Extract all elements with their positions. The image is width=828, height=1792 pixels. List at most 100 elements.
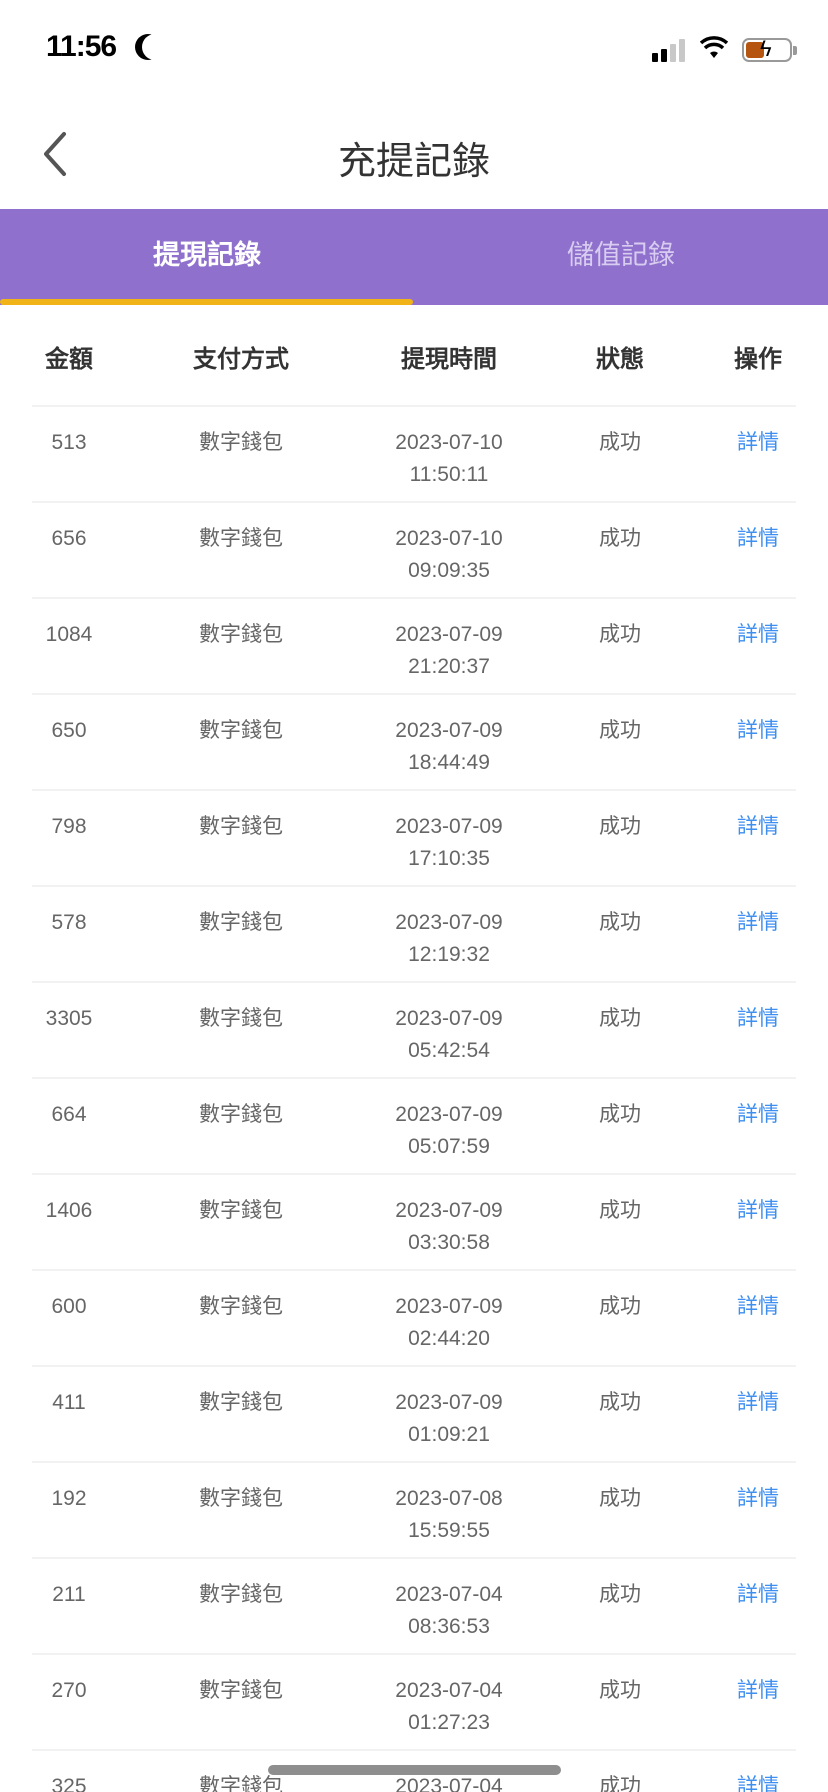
row-divider xyxy=(32,1269,796,1271)
withdrawal-time: 2023-07-04 08:36:53 xyxy=(359,1579,539,1643)
status: 成功 xyxy=(599,623,641,646)
withdrawal-time: 2023-07-09 12:19:32 xyxy=(359,907,539,971)
tab-deposit-records[interactable]: 儲值記錄 xyxy=(567,240,675,270)
time: 02:44:20 xyxy=(408,1327,490,1350)
details-link[interactable]: 詳情 xyxy=(737,1007,779,1030)
withdrawal-time: 2023-07-09 05:07:59 xyxy=(359,1099,539,1163)
amount: 513 xyxy=(51,431,87,454)
table-row: 211 數字錢包 2023-07-04 08:36:53 成功 詳情 xyxy=(0,1557,828,1653)
date: 2023-07-09 xyxy=(395,815,503,838)
table-row: 325 數字錢包 2023-07-04 成功 詳情 xyxy=(0,1749,828,1792)
amount: 650 xyxy=(51,719,87,742)
details-link[interactable]: 詳情 xyxy=(737,1103,779,1126)
details-link[interactable]: 詳情 xyxy=(737,1775,779,1792)
status: 成功 xyxy=(599,1487,641,1510)
time: 17:10:35 xyxy=(408,847,490,870)
details-link[interactable]: 詳情 xyxy=(737,527,779,550)
payment-method: 數字錢包 xyxy=(199,623,283,646)
details-link[interactable]: 詳情 xyxy=(737,1199,779,1222)
table-row: 270 數字錢包 2023-07-04 01:27:23 成功 詳情 xyxy=(0,1653,828,1749)
time: 01:09:21 xyxy=(408,1423,490,1446)
row-divider xyxy=(32,1077,796,1079)
chevron-left-icon xyxy=(44,132,66,176)
withdrawal-time: 2023-07-09 18:44:49 xyxy=(359,715,539,779)
status-time: 11:56 xyxy=(46,30,117,63)
date: 2023-07-10 xyxy=(395,431,503,454)
active-tab-indicator xyxy=(0,299,413,305)
amount: 211 xyxy=(52,1583,86,1606)
details-link[interactable]: 詳情 xyxy=(737,815,779,838)
amount: 3305 xyxy=(45,1007,93,1030)
home-indicator[interactable] xyxy=(268,1765,561,1775)
details-link[interactable]: 詳情 xyxy=(737,1583,779,1606)
row-divider xyxy=(32,1365,796,1367)
withdrawal-time: 2023-07-08 15:59:55 xyxy=(359,1483,539,1547)
payment-method: 數字錢包 xyxy=(199,527,283,550)
time: 08:36:53 xyxy=(408,1615,490,1638)
status: 成功 xyxy=(599,1583,641,1606)
date: 2023-07-09 xyxy=(395,1391,503,1414)
row-divider xyxy=(32,405,796,407)
table-row: 600 數字錢包 2023-07-09 02:44:20 成功 詳情 xyxy=(0,1269,828,1365)
details-link[interactable]: 詳情 xyxy=(737,431,779,454)
time: 05:42:54 xyxy=(408,1039,490,1062)
back-button[interactable] xyxy=(40,128,80,178)
withdrawal-time: 2023-07-04 xyxy=(359,1771,539,1792)
payment-method: 數字錢包 xyxy=(199,1007,283,1030)
row-divider xyxy=(32,981,796,983)
amount: 1084 xyxy=(45,623,93,646)
status: 成功 xyxy=(599,911,641,934)
table-header: 金額 支付方式 提現時間 狀態 操作 xyxy=(0,305,828,405)
row-divider xyxy=(32,1557,796,1559)
amount: 1406 xyxy=(45,1199,93,1222)
details-link[interactable]: 詳情 xyxy=(737,1487,779,1510)
time: 11:50:11 xyxy=(409,463,489,486)
status: 成功 xyxy=(599,1295,641,1318)
wifi-icon xyxy=(699,36,729,67)
details-link[interactable]: 詳情 xyxy=(737,1295,779,1318)
row-divider xyxy=(32,885,796,887)
status: 成功 xyxy=(599,815,641,838)
date: 2023-07-04 xyxy=(395,1679,503,1702)
details-link[interactable]: 詳情 xyxy=(737,623,779,646)
table-row: 513 數字錢包 2023-07-10 11:50:11 成功 詳情 xyxy=(0,405,828,501)
nav-bar: 充提記錄 xyxy=(0,100,828,209)
withdrawal-time: 2023-07-10 11:50:11 xyxy=(359,427,539,491)
tab-withdrawal-records[interactable]: 提現記錄 xyxy=(153,240,261,270)
payment-method: 數字錢包 xyxy=(199,1391,283,1414)
details-link[interactable]: 詳情 xyxy=(737,1679,779,1702)
withdrawal-time: 2023-07-09 21:20:37 xyxy=(359,619,539,683)
battery-charging-icon: ϟ xyxy=(742,36,797,62)
row-divider xyxy=(32,1749,796,1751)
status: 成功 xyxy=(599,527,641,550)
row-divider xyxy=(32,1173,796,1175)
payment-method: 數字錢包 xyxy=(199,1775,283,1792)
payment-method: 數字錢包 xyxy=(199,815,283,838)
row-divider xyxy=(32,1461,796,1463)
row-divider xyxy=(32,1653,796,1655)
details-link[interactable]: 詳情 xyxy=(737,911,779,934)
amount: 325 xyxy=(51,1775,87,1792)
details-link[interactable]: 詳情 xyxy=(737,1391,779,1414)
payment-method: 數字錢包 xyxy=(199,431,283,454)
date: 2023-07-09 xyxy=(395,911,503,934)
table-row: 1084 數字錢包 2023-07-09 21:20:37 成功 詳情 xyxy=(0,597,828,693)
time: 12:19:32 xyxy=(408,943,490,966)
date: 2023-07-09 xyxy=(395,623,503,646)
payment-method: 數字錢包 xyxy=(199,911,283,934)
status: 成功 xyxy=(599,719,641,742)
amount: 578 xyxy=(51,911,87,934)
time: 01:27:23 xyxy=(408,1711,490,1734)
payment-method: 數字錢包 xyxy=(199,1295,283,1318)
date: 2023-07-09 xyxy=(395,1199,503,1222)
payment-method: 數字錢包 xyxy=(199,1199,283,1222)
withdrawal-time: 2023-07-09 05:42:54 xyxy=(359,1003,539,1067)
status: 成功 xyxy=(599,1775,641,1792)
time: 03:30:58 xyxy=(408,1231,490,1254)
details-link[interactable]: 詳情 xyxy=(737,719,779,742)
time: 09:09:35 xyxy=(408,559,490,582)
date: 2023-07-09 xyxy=(395,719,503,742)
amount: 600 xyxy=(51,1295,87,1318)
table-row: 3305 數字錢包 2023-07-09 05:42:54 成功 詳情 xyxy=(0,981,828,1077)
amount: 656 xyxy=(51,527,87,550)
